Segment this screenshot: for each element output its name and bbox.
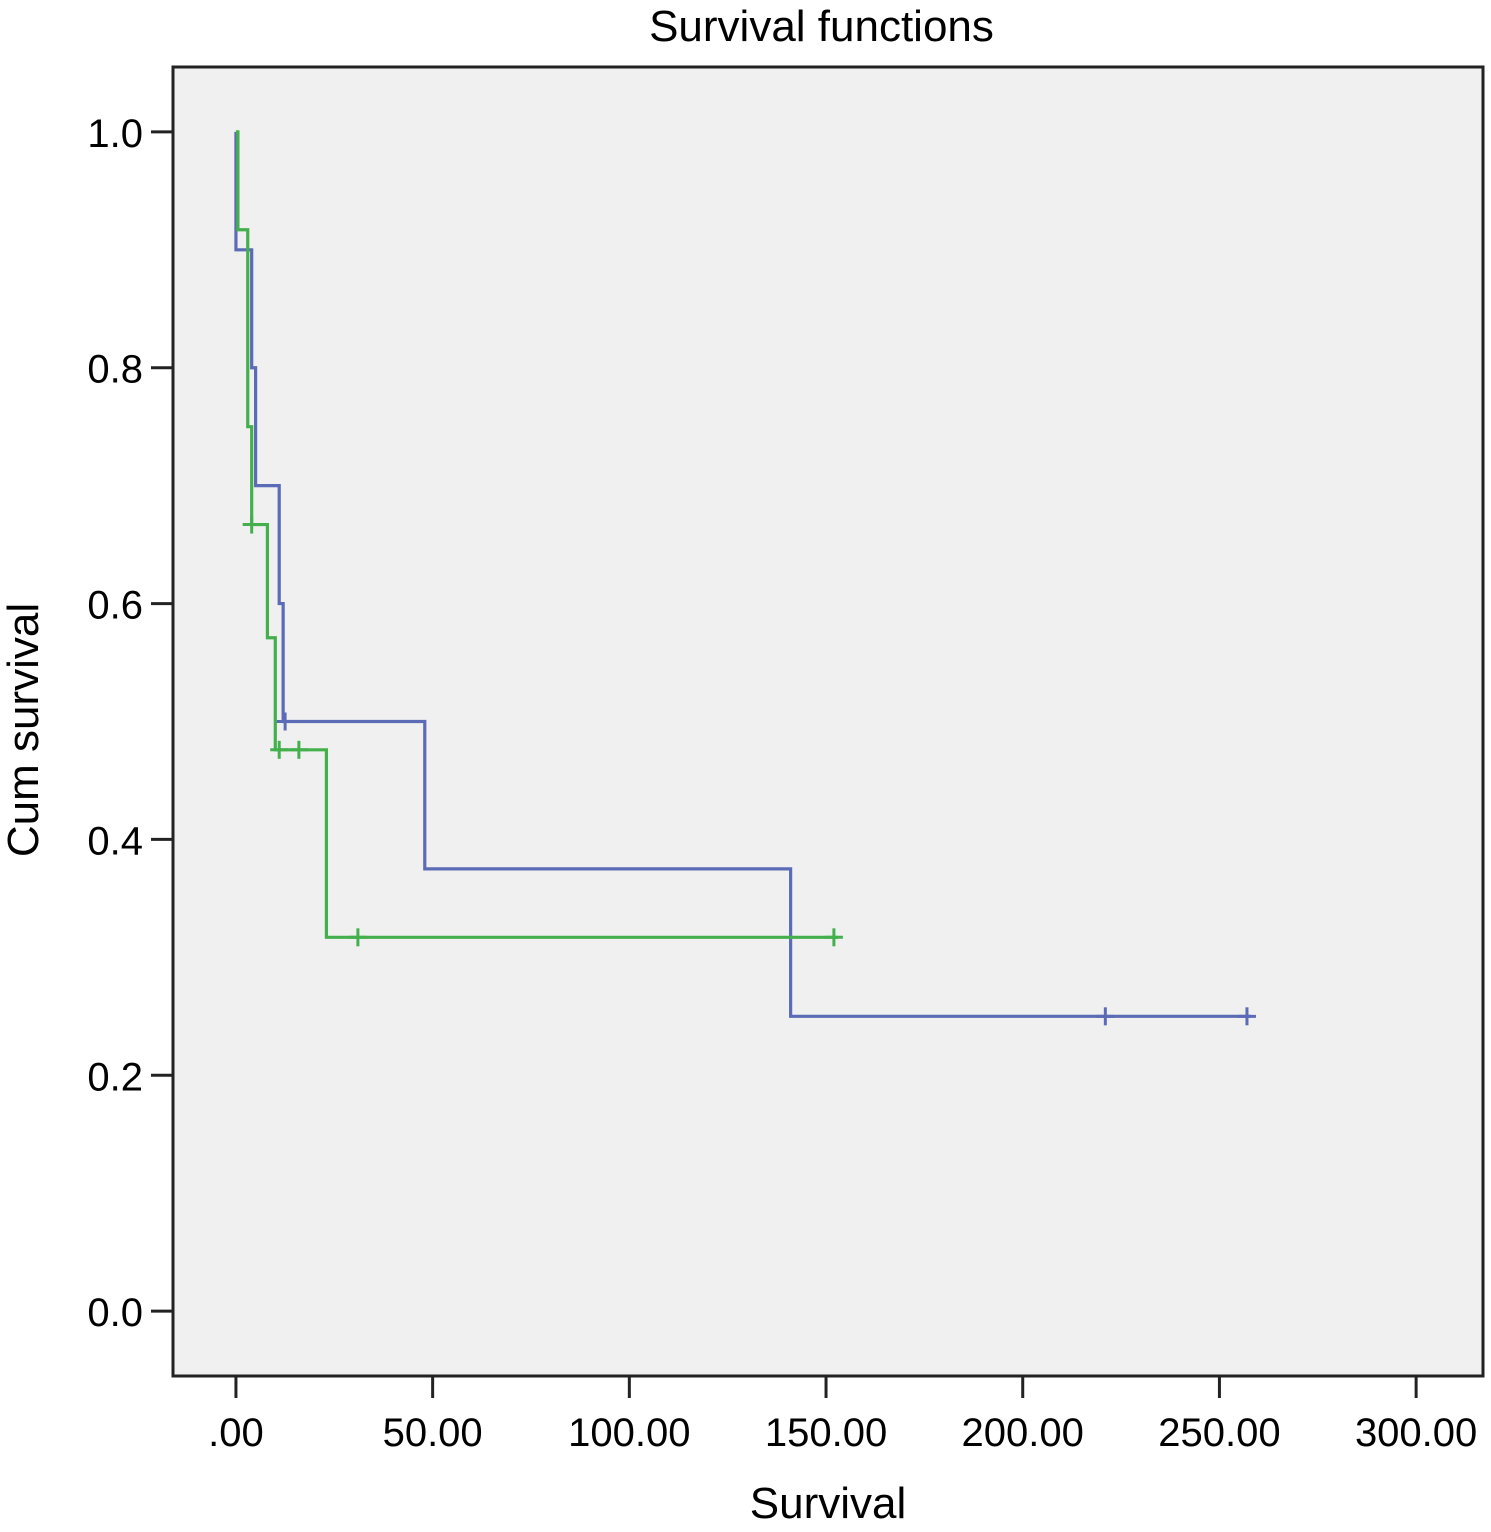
x-tick-label: 250.00 [1158, 1411, 1280, 1455]
x-tick-label: 100.00 [568, 1411, 690, 1455]
x-tick-label: 200.00 [962, 1411, 1084, 1455]
series-1-line [234, 131, 1251, 1018]
y-tick-label: 0.4 [87, 819, 143, 863]
x-tick-label: 150.00 [765, 1411, 887, 1455]
y-axis-label: Cum survival [0, 602, 48, 858]
y-axis: 0.0 0.2 0.4 0.6 0.8 1.0 [87, 112, 173, 1335]
chart-title: Survival functions [649, 2, 994, 51]
y-tick-label: 0.0 [87, 1291, 143, 1335]
y-tick-label: 0.6 [87, 584, 143, 628]
x-tick-label: 300.00 [1355, 1411, 1477, 1455]
y-tick-label: 1.0 [87, 112, 143, 156]
series-layer [234, 130, 1256, 1026]
x-tick-label: 50.00 [383, 1411, 483, 1455]
x-tick-label: .00 [208, 1411, 264, 1455]
y-tick-label: 0.2 [87, 1055, 143, 1099]
x-axis-label: Survival [749, 1479, 907, 1528]
y-tick-label: 0.8 [87, 348, 143, 392]
x-axis: .00 50.00 100.00 150.00 200.00 250.00 300.00 [208, 1376, 1477, 1455]
